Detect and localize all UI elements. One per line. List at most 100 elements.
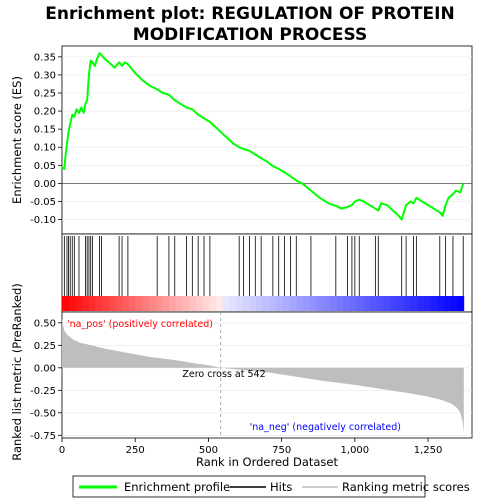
color-bar-segment [195, 296, 204, 311]
es-plot-frame [61, 45, 473, 235]
es-panel: -0.10 -0.05 0.00 0.05 0.10 0.15 0.20 0.25 0.30 0.… [10, 45, 473, 235]
color-bar-segment [122, 296, 130, 311]
color-bar-segment [356, 296, 364, 311]
color-bar-segment [276, 296, 284, 311]
color-bar-segment [329, 296, 337, 311]
color-bar-segment [323, 296, 331, 311]
color-bar-segment [216, 296, 224, 311]
rank-x-tick-label: 250 [126, 445, 145, 456]
color-bar-segment [222, 296, 230, 311]
color-bar-segment [128, 296, 137, 311]
chart-title-line2: MODIFICATION PROCESS [133, 25, 367, 45]
color-bar-segment [403, 296, 411, 311]
color-bar-segment [437, 296, 445, 311]
color-bar-segment [202, 296, 210, 311]
color-bar-segment [363, 296, 371, 311]
rank-x-tick-label: 1,250 [414, 445, 443, 456]
rank-y-tick-label: 0.50 [34, 318, 56, 329]
color-bar-segment [62, 296, 70, 311]
es-y-tick-label: 0.10 [34, 143, 56, 154]
es-y-tick-label: 0.00 [34, 179, 56, 190]
legend-profile-label: Enrichment profile [124, 480, 230, 494]
color-bar-segment [262, 296, 270, 311]
color-bar-segment [229, 296, 237, 311]
color-bar-segment [296, 296, 304, 311]
rank-x-ticks: 0 250 500 750 1,000 1,250 [59, 438, 443, 456]
color-bar-segment [376, 296, 384, 311]
color-bar-segment [108, 296, 116, 311]
rank-y-tick-label: 0.25 [34, 341, 56, 352]
color-bar-segment [236, 296, 244, 311]
color-bar-segment [423, 296, 431, 311]
color-bar-segment [396, 296, 404, 311]
rank-y-axis-label: Ranked list metric (PreRanked) [10, 283, 24, 461]
rank-y-tick-label: -0.25 [30, 386, 56, 397]
es-y-tick-label: 0.30 [34, 70, 56, 81]
color-bar-segment [68, 296, 76, 311]
color-bar-segment [416, 296, 425, 311]
color-bar-segment [155, 296, 163, 311]
color-bar-segment [88, 296, 96, 311]
rank-color-bar [62, 296, 465, 311]
es-y-axis-label: Enrichment score (ES) [10, 76, 24, 204]
zero-cross-label: Zero cross at 542 [182, 369, 265, 380]
color-bar-segment [95, 296, 103, 311]
color-bar-segment [289, 296, 297, 311]
legend-ranking-label: Ranking metric scores [342, 480, 470, 494]
color-bar-segment [457, 296, 465, 311]
es-y-tick-label: 0.20 [34, 107, 56, 118]
color-bar-segment [269, 296, 277, 311]
color-bar-segment [256, 296, 264, 311]
es-y-tick-label: 0.25 [34, 89, 56, 100]
ranking-metric-area [62, 318, 464, 433]
color-bar-segment [162, 296, 170, 311]
color-bar-segment [102, 296, 110, 311]
rank-y-tick-label: -0.75 [30, 431, 56, 442]
color-bar-segment [370, 296, 378, 311]
color-bar-segment [75, 296, 83, 311]
rank-x-tick-label: 500 [199, 445, 218, 456]
color-bar-segment [309, 296, 317, 311]
color-bar-segment [390, 296, 398, 311]
rank-x-tick-label: 1,000 [341, 445, 370, 456]
color-bar-segment [242, 296, 250, 311]
color-bar-segment [430, 296, 438, 311]
color-bar-segment [182, 296, 190, 311]
ranking-metric-fill [62, 318, 464, 433]
es-y-tick-label: -0.05 [30, 197, 56, 208]
pos-correlated-label: 'na_pos' (positively correlated) [67, 319, 213, 330]
chart-title-line1: Enrichment plot: REGULATION OF PROTEIN [45, 4, 454, 24]
legend: Enrichment profile Hits Ranking metric s… [72, 475, 470, 498]
es-y-ticks: -0.10 -0.05 0.00 0.05 0.10 0.15 0.20 0.25 0.30 0.… [30, 52, 62, 226]
color-bar-segment [303, 296, 311, 311]
color-bar-segment [189, 296, 197, 311]
color-bar-segment [209, 296, 217, 311]
color-bar-segment [316, 296, 324, 311]
neg-correlated-label: 'na_neg' (negatively correlated) [250, 422, 401, 433]
rank-gridlines [62, 322, 472, 436]
color-bar-segment [249, 296, 257, 311]
color-bar-segment [175, 296, 183, 311]
es-y-tick-label: -0.10 [30, 215, 56, 226]
color-bar-segment [142, 296, 150, 311]
rank-y-tick-label: -0.50 [30, 408, 56, 419]
es-profile-path [61, 52, 465, 221]
color-bar-segment [169, 296, 177, 311]
rank-panel: -0.75 -0.50 -0.25 0.00 0.25 0.50 0 250 500 750 1,… [10, 283, 473, 469]
es-profile-line [61, 52, 465, 221]
rank-x-axis-label: Rank in Ordered Dataset [196, 455, 339, 469]
color-bar-segment [443, 296, 451, 311]
rank-y-ticks: -0.75 -0.50 -0.25 0.00 0.25 0.50 [30, 318, 62, 442]
color-bar-segment [82, 296, 90, 311]
color-bar-segment [115, 296, 123, 311]
legend-hits-label: Hits [270, 480, 292, 494]
color-bar-segment [135, 296, 143, 311]
hit-marks [63, 236, 464, 296]
rank-y-tick-label: 0.00 [34, 363, 56, 374]
color-bar-segment [410, 296, 418, 311]
es-y-tick-label: 0.05 [34, 161, 56, 172]
hits-panel [61, 233, 473, 313]
color-bar-segment [349, 296, 358, 311]
color-bar-segment [149, 296, 157, 311]
